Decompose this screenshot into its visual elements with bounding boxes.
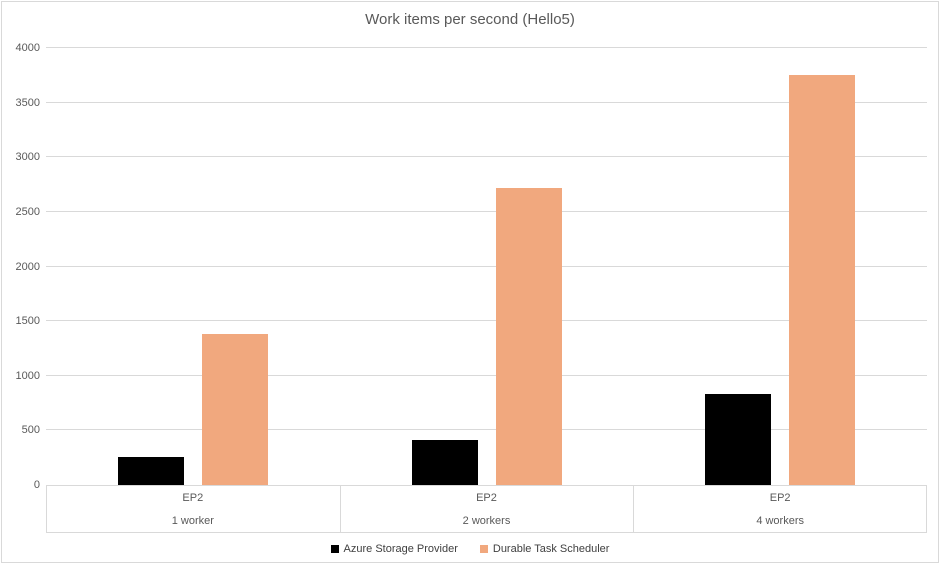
category-divider [633, 485, 634, 532]
bar-azure-storage-provider-4-workers [705, 394, 772, 485]
chart-title: Work items per second (Hello5) [365, 11, 575, 28]
bar-durable-task-scheduler-1-worker [201, 333, 268, 485]
bar-durable-task-scheduler-2-workers [495, 188, 562, 485]
gridline [46, 320, 927, 322]
y-axis-tick-label: 500 [21, 424, 40, 437]
category-label-tier2: 1 worker [171, 515, 214, 527]
gridline [46, 429, 927, 431]
category-label-tier1: EP2 [182, 492, 204, 504]
category-divider [926, 485, 927, 532]
bar-azure-storage-provider-1-worker [117, 456, 184, 485]
legend-swatch-icon [330, 545, 339, 553]
y-axis-tick-label: 3500 [15, 96, 40, 109]
legend-item-azure-storage-provider: Azure Storage Provider [330, 543, 458, 555]
legend-item-durable-task-scheduler: Durable Task Scheduler [479, 543, 610, 555]
category-label-tier1: EP2 [476, 492, 497, 504]
category-divider [340, 485, 341, 532]
bar-azure-storage-provider-2-workers [411, 439, 478, 485]
legend-label: Durable Task Scheduler [492, 543, 610, 555]
gridline [46, 156, 927, 158]
gridline [46, 47, 927, 48]
gridline [46, 210, 927, 212]
category-label-tier2: 2 workers [462, 515, 511, 527]
gridline [46, 374, 927, 376]
gridline [46, 101, 927, 103]
y-axis-tick-label: 0 [33, 479, 40, 491]
category-divider [46, 485, 47, 532]
x-axis-line [46, 485, 927, 486]
legend-label: Azure Storage Provider [343, 543, 458, 555]
y-axis-tick-label: 2000 [15, 260, 40, 273]
y-axis-tick-label: 1500 [15, 315, 40, 328]
y-axis-tick-label: 1000 [15, 369, 40, 382]
bar-durable-task-scheduler-4-workers [789, 74, 856, 485]
category-axis: EP2 1 worker EP2 2 workers EP2 4 workers [46, 485, 927, 533]
category-label-tier1: EP2 [769, 492, 791, 504]
legend: Azure Storage Provider Durable Task Sched… [2, 543, 938, 555]
y-axis-tick-label: 2500 [15, 205, 40, 218]
category-label-tier2: 4 workers [756, 515, 804, 527]
legend-swatch-icon [479, 545, 488, 553]
category-axis-bottom-line [46, 532, 927, 533]
y-axis-tick-label: 3000 [15, 151, 40, 164]
y-axis-tick-label: 4000 [15, 42, 40, 54]
plot-area [46, 47, 927, 486]
gridline [46, 265, 927, 267]
